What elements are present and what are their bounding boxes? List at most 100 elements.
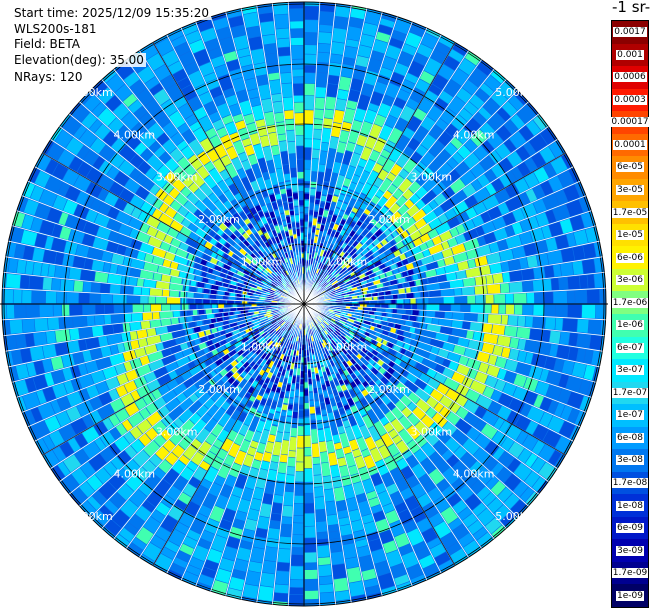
range-gate-cell [400,394,412,407]
range-gate-cell [277,47,291,56]
range-gate-cell [418,473,431,486]
range-gate-cell [248,36,263,51]
ray-gap [225,12,305,305]
range-ring-label: 1.00km [326,256,368,269]
range-gate-cell [286,249,292,258]
range-gate-cell [185,237,199,249]
range-gate-cell [363,275,370,281]
range-gate-cell [304,590,319,600]
range-gate-cell [214,234,221,241]
range-gate-cell [273,324,278,329]
range-gate-cell [94,437,106,451]
range-gate-cell [418,304,425,310]
ray-gap [303,90,518,305]
range-gate-cell [310,265,314,273]
range-gate-cell [90,370,106,384]
range-gate-cell [153,366,168,379]
range-gate-cell [394,502,408,514]
range-gate-cell [236,355,244,363]
range-gate-cell [194,188,207,202]
range-gate-cell [314,285,319,290]
range-gate-cell [426,396,439,409]
range-gate-cell [434,372,447,384]
range-gate-cell [256,358,263,365]
range-gate-cell [180,226,192,237]
range-gate-cell [257,280,264,286]
range-gate-cell [313,269,317,275]
range-gate-cell [520,487,534,502]
range-gate-cell [224,291,230,296]
range-gate-cell [168,61,184,75]
range-gate-cell [286,258,292,266]
range-gate-cell [243,361,250,369]
range-gate-cell [277,462,287,474]
range-gate-cell [283,97,294,111]
range-gate-cell [260,352,267,360]
range-gate-cell [313,325,317,331]
range-gate-cell [346,360,353,367]
range-gate-cell [329,312,334,316]
range-gate-cell [286,189,293,197]
range-gate-cell [468,339,484,351]
range-gate-cell [331,551,345,565]
range-gate-cell [379,216,388,225]
range-gate-cell [257,220,264,228]
range-gate-cell [252,324,260,330]
ray-gap [3,303,305,336]
range-gate-cell [169,283,184,291]
range-gate-cell [345,226,353,235]
range-gate-cell [484,304,491,314]
range-gate-cell [330,274,336,279]
range-gate-cell [503,139,517,153]
range-gate-cell [443,296,455,304]
range-gate-cell [258,337,265,344]
range-gate-cell [264,178,273,189]
range-gate-cell [485,517,502,534]
range-gate-cell [243,344,250,352]
range-gate-cell [293,403,299,411]
range-gate-cell [214,265,222,272]
range-gate-cell [490,69,506,84]
range-gate-cell [415,79,430,93]
range-gate-cell [365,585,381,596]
range-gate-cell [440,198,456,212]
range-gate-cell [280,411,287,417]
range-gate-cell [52,224,63,238]
range-gate-cell [230,292,236,297]
range-gate-cell [120,393,135,407]
range-gate-cell [342,327,349,332]
range-gate-cell [200,478,212,490]
range-gate-cell [281,404,288,411]
range-gate-cell [304,65,316,73]
range-gate-cell [342,57,356,66]
range-gate-cell [366,531,380,542]
range-gate-cell [290,427,298,437]
range-gate-cell [318,341,323,348]
range-gate-cell [237,498,251,513]
range-gate-cell [332,242,339,250]
range-gate-cell [241,357,248,364]
range-gate-cell [330,319,337,325]
colorbar-tick-label: 6e-05 [616,162,644,173]
range-gate-cell [143,279,157,288]
range-gate-cell [348,330,355,336]
range-gate-cell [286,364,291,370]
range-gate-cell [247,357,254,364]
range-gate-cell [320,402,326,410]
range-gate-cell [244,262,252,269]
range-gate-cell [304,214,309,221]
range-gate-cell [221,268,228,274]
range-gate-cell [287,324,292,331]
range-gate-cell [549,330,561,344]
range-gate-cell [398,265,406,273]
colorbar-segment: 1.7e-07 [611,381,649,405]
range-gate-cell [433,521,451,539]
range-gate-cell [327,412,335,421]
range-gate-cell [373,177,384,188]
range-gate-cell [337,457,347,467]
range-gate-cell [145,167,158,180]
range-gate-cell [277,233,283,241]
range-gate-cell [304,32,318,45]
range-gate-cell [194,269,202,276]
range-gate-cell [412,310,419,316]
